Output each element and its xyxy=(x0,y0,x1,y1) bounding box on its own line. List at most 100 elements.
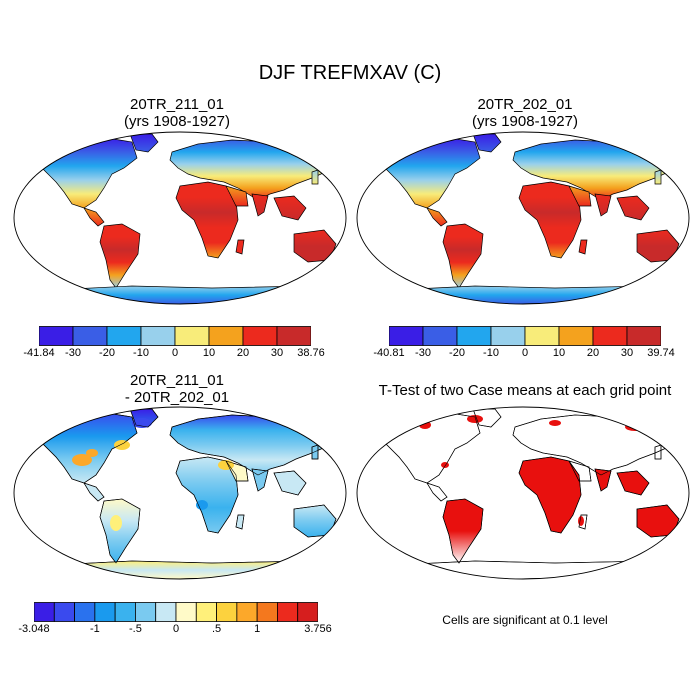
antarctica-landmass xyxy=(50,285,333,304)
cb2-label: 20 xyxy=(586,347,600,359)
colorbar-case1-labels: -41.84 -30 -20 -10 0 10 20 30 38.76 xyxy=(23,347,324,361)
seAsia-coastline xyxy=(616,470,650,496)
cb1-label: -10 xyxy=(133,347,149,359)
map-frame xyxy=(356,406,690,580)
cb3-label: -.5 xyxy=(129,623,142,635)
southAmerica-landmass xyxy=(442,223,484,289)
cb3-label: .5 xyxy=(211,623,222,635)
map-ttest xyxy=(356,406,690,580)
japan-landmass xyxy=(311,444,319,460)
cb1-label: 0 xyxy=(171,347,179,359)
colorbar-swatch xyxy=(456,326,492,346)
field-patch xyxy=(114,440,130,450)
antarctica-landmass xyxy=(50,560,333,579)
northAmerica-coastline xyxy=(37,412,138,484)
arabia-landmass xyxy=(568,185,592,207)
colorbar-swatch xyxy=(216,602,238,622)
field-patch xyxy=(578,516,584,526)
colorbar-swatch xyxy=(592,326,628,346)
colorbar-swatch xyxy=(276,326,311,346)
colorbar-swatch xyxy=(389,326,424,346)
japan-landmass xyxy=(311,169,319,185)
cb2-label: 10 xyxy=(552,347,566,359)
colorbar-swatch xyxy=(140,326,176,346)
japan-coastline xyxy=(654,444,662,460)
japan-landmass xyxy=(654,169,662,185)
field-patch xyxy=(86,449,98,457)
colorbar-swatch xyxy=(490,326,526,346)
cb2-label: -20 xyxy=(449,347,465,359)
colorbar-swatch xyxy=(256,602,278,622)
japan-coastline xyxy=(311,444,319,460)
southAmerica-landmass xyxy=(99,223,141,289)
cb1-label: 10 xyxy=(202,347,216,359)
ocean xyxy=(357,407,689,579)
field-patch xyxy=(72,454,92,466)
seAsia-coastline xyxy=(273,470,307,496)
colorbar-difference xyxy=(34,602,318,622)
colorbar-swatch xyxy=(106,326,142,346)
cb2-label: -30 xyxy=(415,347,431,359)
colorbar-swatch xyxy=(155,602,177,622)
colorbar-swatch xyxy=(208,326,244,346)
cb1-label: -30 xyxy=(65,347,81,359)
seAsia-landmass xyxy=(273,195,307,221)
arabia-landmass xyxy=(225,185,249,207)
colorbar-swatch xyxy=(39,326,74,346)
colorbar-swatch xyxy=(422,326,458,346)
centralAmerica-landmass xyxy=(426,207,448,227)
cb3-label: 1 xyxy=(254,623,261,635)
colorbar-swatch xyxy=(195,602,217,622)
cb3-label: -1 xyxy=(89,623,100,635)
india-coastline xyxy=(594,468,612,492)
colorbar-case2 xyxy=(389,326,661,346)
southAmerica-coastline xyxy=(442,498,484,564)
cb3-label: 0 xyxy=(172,623,180,635)
map-case1 xyxy=(13,131,347,305)
colorbar-case1 xyxy=(39,326,311,346)
cb2-label: 30 xyxy=(620,347,634,359)
colorbar-case2-labels: -40.81 -30 -20 -10 0 10 20 30 39.74 xyxy=(373,347,674,361)
india-landmass xyxy=(251,193,269,217)
colorbar-swatch xyxy=(114,602,136,622)
significance-note: Cells are significant at 0.1 level xyxy=(442,613,608,627)
cb3-label: 3.756 xyxy=(304,623,332,635)
panel-title-ttest: T-Test of two Case means at each grid po… xyxy=(378,382,672,399)
colorbar-swatch xyxy=(277,602,299,622)
madagascar-landmass xyxy=(578,239,588,255)
madagascar-coastline xyxy=(235,514,245,530)
madagascar-coastline xyxy=(578,514,588,530)
map-frame xyxy=(13,131,347,305)
cb1-label: 38.76 xyxy=(297,347,325,359)
map-case2 xyxy=(356,131,690,305)
arabia-coastline xyxy=(568,460,592,482)
panel-title-difference: 20TR_211_01 - 20TR_202_01 xyxy=(124,372,230,406)
colorbar-swatch xyxy=(297,602,318,622)
colorbar-swatch xyxy=(236,602,258,622)
field-patch xyxy=(661,428,673,438)
cb2-label: -10 xyxy=(483,347,499,359)
colorbar-swatch xyxy=(242,326,278,346)
field-patch xyxy=(132,418,152,428)
colorbar-swatch xyxy=(626,326,661,346)
arabia-coastline xyxy=(225,460,249,482)
centralAmerica-landmass xyxy=(83,207,105,227)
northAmerica-coastline xyxy=(380,412,481,484)
cb2-label: -40.81 xyxy=(373,347,405,359)
colorbar-swatch xyxy=(74,602,96,622)
colorbar-swatch xyxy=(53,602,75,622)
colorbar-swatch xyxy=(524,326,560,346)
map-frame xyxy=(13,406,347,580)
map-frame xyxy=(356,131,690,305)
cb1-label: -41.84 xyxy=(23,347,55,359)
panel-title-case1: 20TR_211_01 (yrs 1908-1927) xyxy=(124,96,230,130)
colorbar-swatch xyxy=(72,326,108,346)
cb2-label: 39.74 xyxy=(647,347,675,359)
field-patch xyxy=(298,421,326,433)
cb2-label: 0 xyxy=(521,347,529,359)
field-patch xyxy=(467,415,483,423)
colorbar-swatch xyxy=(558,326,594,346)
field-patch xyxy=(110,515,122,531)
cb1-label: 30 xyxy=(270,347,284,359)
colorbar-swatch xyxy=(175,602,197,622)
